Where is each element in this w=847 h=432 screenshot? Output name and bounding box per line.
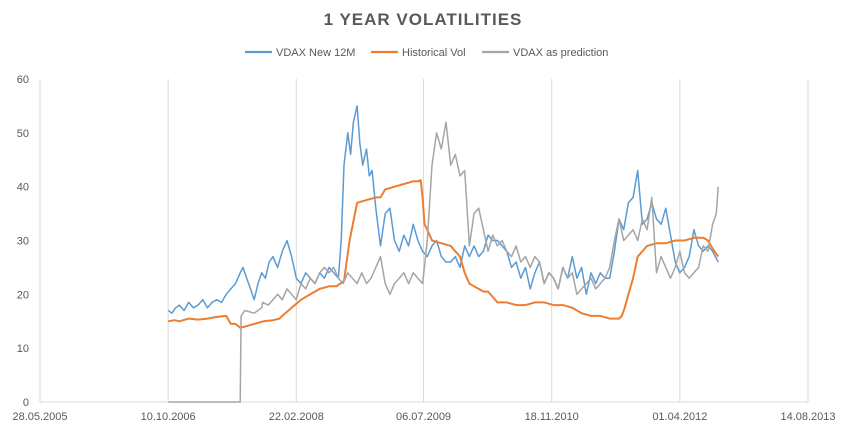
x-tick-label: 14.08.2013 <box>780 411 835 423</box>
y-tick-label: 60 <box>17 74 29 86</box>
y-tick-label: 0 <box>23 397 29 409</box>
x-tick-label: 01.04.2012 <box>652 411 707 423</box>
x-tick-label: 06.07.2009 <box>396 411 451 423</box>
y-tick-label: 40 <box>17 182 29 194</box>
series-line-vdax-new-12m <box>167 105 719 314</box>
y-axis: 0 10 20 30 40 50 60 <box>17 74 29 409</box>
y-tick-label: 50 <box>17 128 29 140</box>
x-tick-label: 22.02.2008 <box>269 411 324 423</box>
series-line-historical-vol <box>168 179 720 329</box>
legend-label-vdax-as-prediction: VDAX as prediction <box>513 47 608 59</box>
series-line-vdax-as-prediction <box>168 121 719 403</box>
x-tick-label: 18.11.2010 <box>525 411 579 423</box>
x-axis: 28.05.2005 10.10.2006 22.02.2008 06.07.2009… <box>12 401 836 423</box>
y-tick-label: 30 <box>17 236 29 248</box>
y-tick-label: 20 <box>17 289 29 301</box>
x-tick-label: 28.05.2005 <box>12 411 67 423</box>
gridlines <box>39 79 809 402</box>
plot-area <box>167 105 720 403</box>
legend-label-vdax-new-12m: VDAX New 12M <box>276 47 355 59</box>
legend: VDAX New 12M Historical Vol VDAX as pred… <box>245 47 608 59</box>
legend-label-historical-vol: Historical Vol <box>402 47 466 59</box>
x-tick-label: 10.10.2006 <box>141 411 196 423</box>
chart-title: 1 YEAR VOLATILITIES <box>324 10 523 29</box>
y-tick-label: 10 <box>17 343 29 355</box>
